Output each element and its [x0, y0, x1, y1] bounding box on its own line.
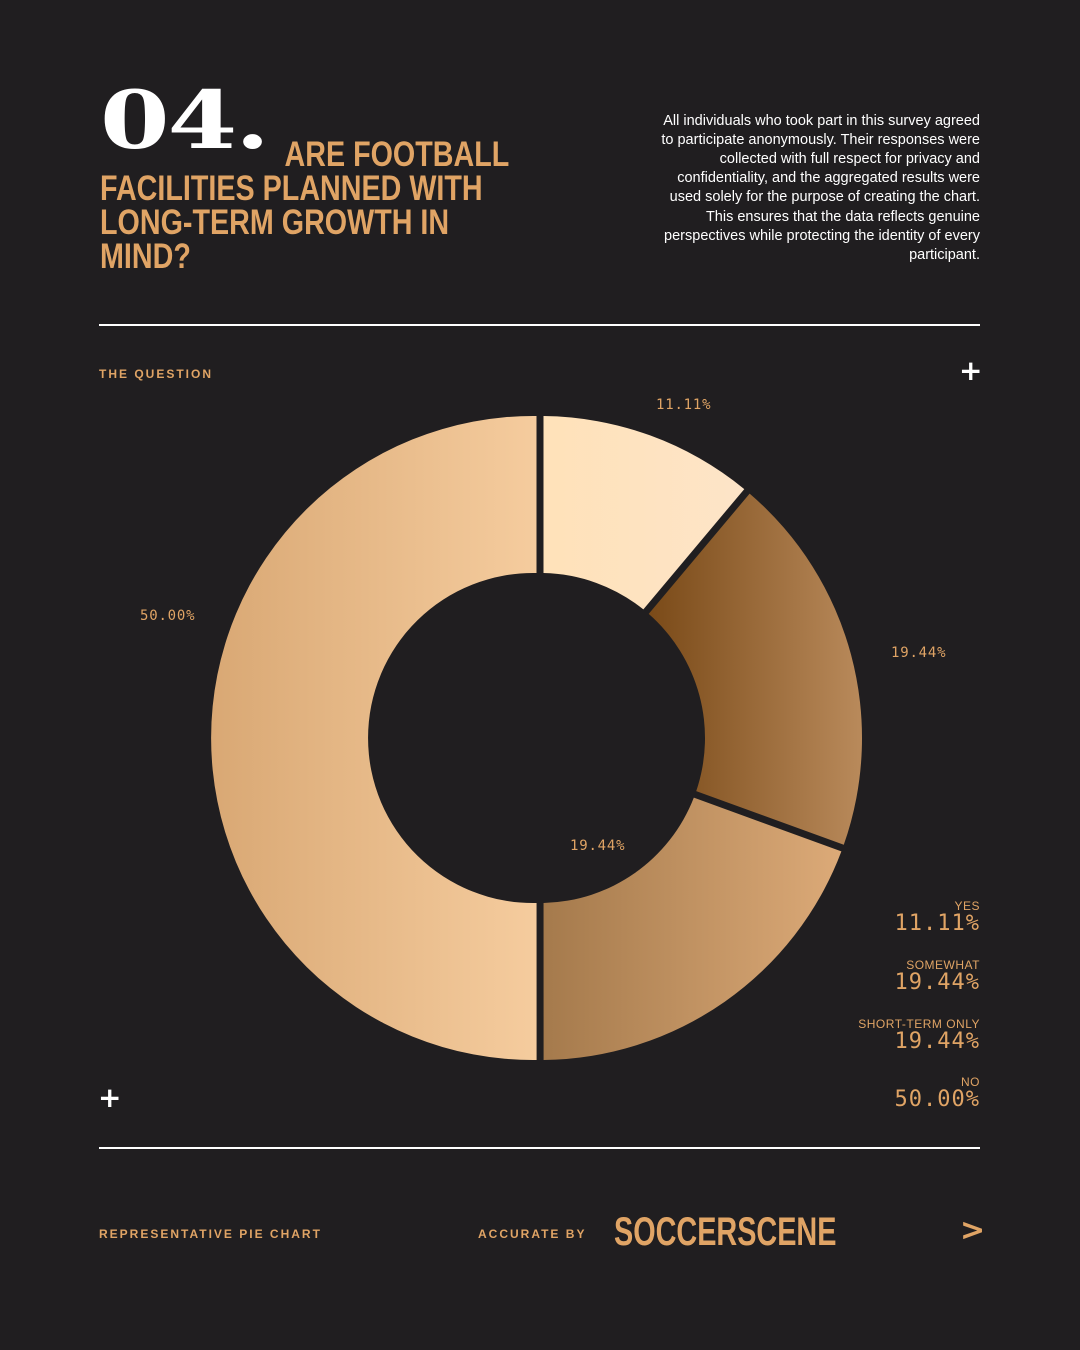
legend-item-no: NO 50.00% [895, 1076, 980, 1111]
legend-value: 19.44% [894, 1029, 980, 1054]
legend-value: 50.00% [894, 1087, 980, 1112]
top-divider [99, 324, 980, 326]
slice-label-short-term-only: 19.44% [570, 838, 626, 854]
page-title: ARE FOOTBALL FACILITIES PLANNED WITH LON… [100, 135, 509, 276]
accurate-by-label: ACCURATE BY [478, 1227, 587, 1241]
legend-label: SOMEWHAT [906, 958, 980, 972]
next-arrow-icon[interactable]: > [960, 1213, 986, 1248]
legend-value: 19.44% [894, 970, 980, 995]
legend-item-short-term-only: SHORT-TERM ONLY 19.44% [858, 1018, 980, 1053]
legend-item-yes: YES 11.11% [895, 900, 980, 935]
legend-label: SHORT-TERM ONLY [858, 1017, 980, 1031]
donut-slice-somewhat[interactable] [648, 493, 863, 845]
section-label: THE QUESTION [99, 367, 214, 381]
slice-label-no: 50.00% [140, 608, 196, 624]
plus-icon: + [959, 354, 983, 387]
slice-label-yes: 11.11% [656, 397, 712, 413]
donut-slice-no[interactable] [211, 416, 537, 1061]
legend-label: YES [954, 899, 980, 913]
bottom-divider [99, 1147, 980, 1149]
survey-description: All individuals who took part in this su… [661, 112, 980, 263]
plus-icon: + [98, 1081, 122, 1114]
legend-value: 11.11% [894, 911, 980, 936]
question-number: 04. [100, 72, 270, 168]
donut-slice-yes[interactable] [543, 416, 745, 610]
brand-logo: SOCCERSCENE [614, 1210, 837, 1254]
chart-type-label: REPRESENTATIVE PIE CHART [99, 1227, 322, 1241]
legend-label: NO [961, 1075, 980, 1089]
legend-item-somewhat: SOMEWHAT 19.44% [895, 959, 980, 994]
donut-slice-short-term-only[interactable] [543, 797, 842, 1060]
slice-label-somewhat: 19.44% [891, 645, 947, 661]
